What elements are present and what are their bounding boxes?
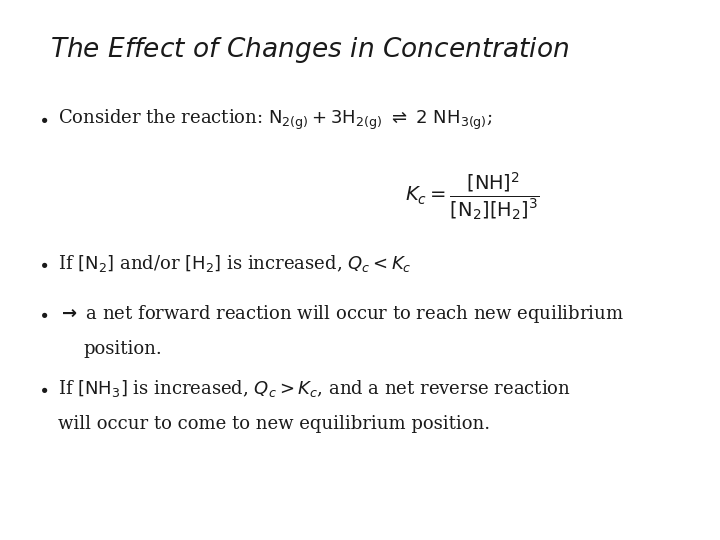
Text: Consider the reaction: $\mathrm{N_{2(g)} + 3H_{2(g)}\ \rightleftharpoons\ 2\ NH_: Consider the reaction: $\mathrm{N_{2(g)}…: [58, 108, 492, 132]
Text: $\bullet$: $\bullet$: [38, 380, 48, 398]
Text: $K_c = \dfrac{[\mathrm{NH}]^2}{[\mathrm{N_2}][\mathrm{H_2}]^3}$: $K_c = \dfrac{[\mathrm{NH}]^2}{[\mathrm{…: [405, 170, 540, 222]
Text: $\mathit{The\ Effect\ of\ Changes\ in\ Concentration}$: $\mathit{The\ Effect\ of\ Changes\ in\ C…: [50, 35, 569, 65]
Text: $\mathbf{\rightarrow}$ a net forward reaction will occur to reach new equilibriu: $\mathbf{\rightarrow}$ a net forward rea…: [58, 303, 624, 325]
Text: $\bullet$: $\bullet$: [38, 110, 48, 128]
Text: $\bullet$: $\bullet$: [38, 305, 48, 323]
Text: will occur to come to new equilibrium position.: will occur to come to new equilibrium po…: [58, 415, 490, 433]
Text: If $[\mathrm{NH_3}]$ is increased, $Q_c > K_c$, and a net reverse reaction: If $[\mathrm{NH_3}]$ is increased, $Q_c …: [58, 378, 571, 399]
Text: If $[\mathrm{N_2}]$ and/or $[\mathrm{H_2}]$ is increased, $Q_c < K_c$: If $[\mathrm{N_2}]$ and/or $[\mathrm{H_2…: [58, 253, 412, 274]
Text: $\bullet$: $\bullet$: [38, 255, 48, 273]
Text: position.: position.: [83, 340, 162, 358]
